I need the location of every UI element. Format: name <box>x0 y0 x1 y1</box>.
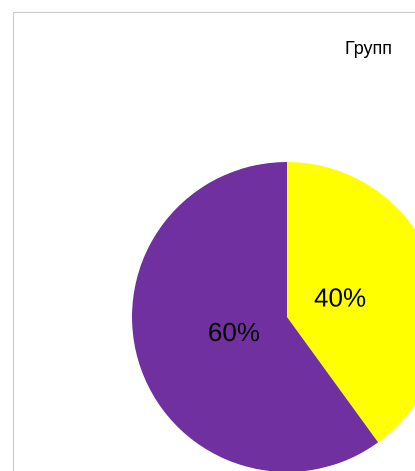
pie-labels: 40% 60% <box>208 283 366 347</box>
pie-slice-label-2: 60% <box>208 317 260 347</box>
pie-slice-1 <box>287 162 415 443</box>
pie-slices <box>132 162 415 471</box>
chart-title: Групп <box>345 38 393 58</box>
pie-slice-2 <box>132 162 379 471</box>
pie-slice-label-1: 40% <box>314 283 366 313</box>
